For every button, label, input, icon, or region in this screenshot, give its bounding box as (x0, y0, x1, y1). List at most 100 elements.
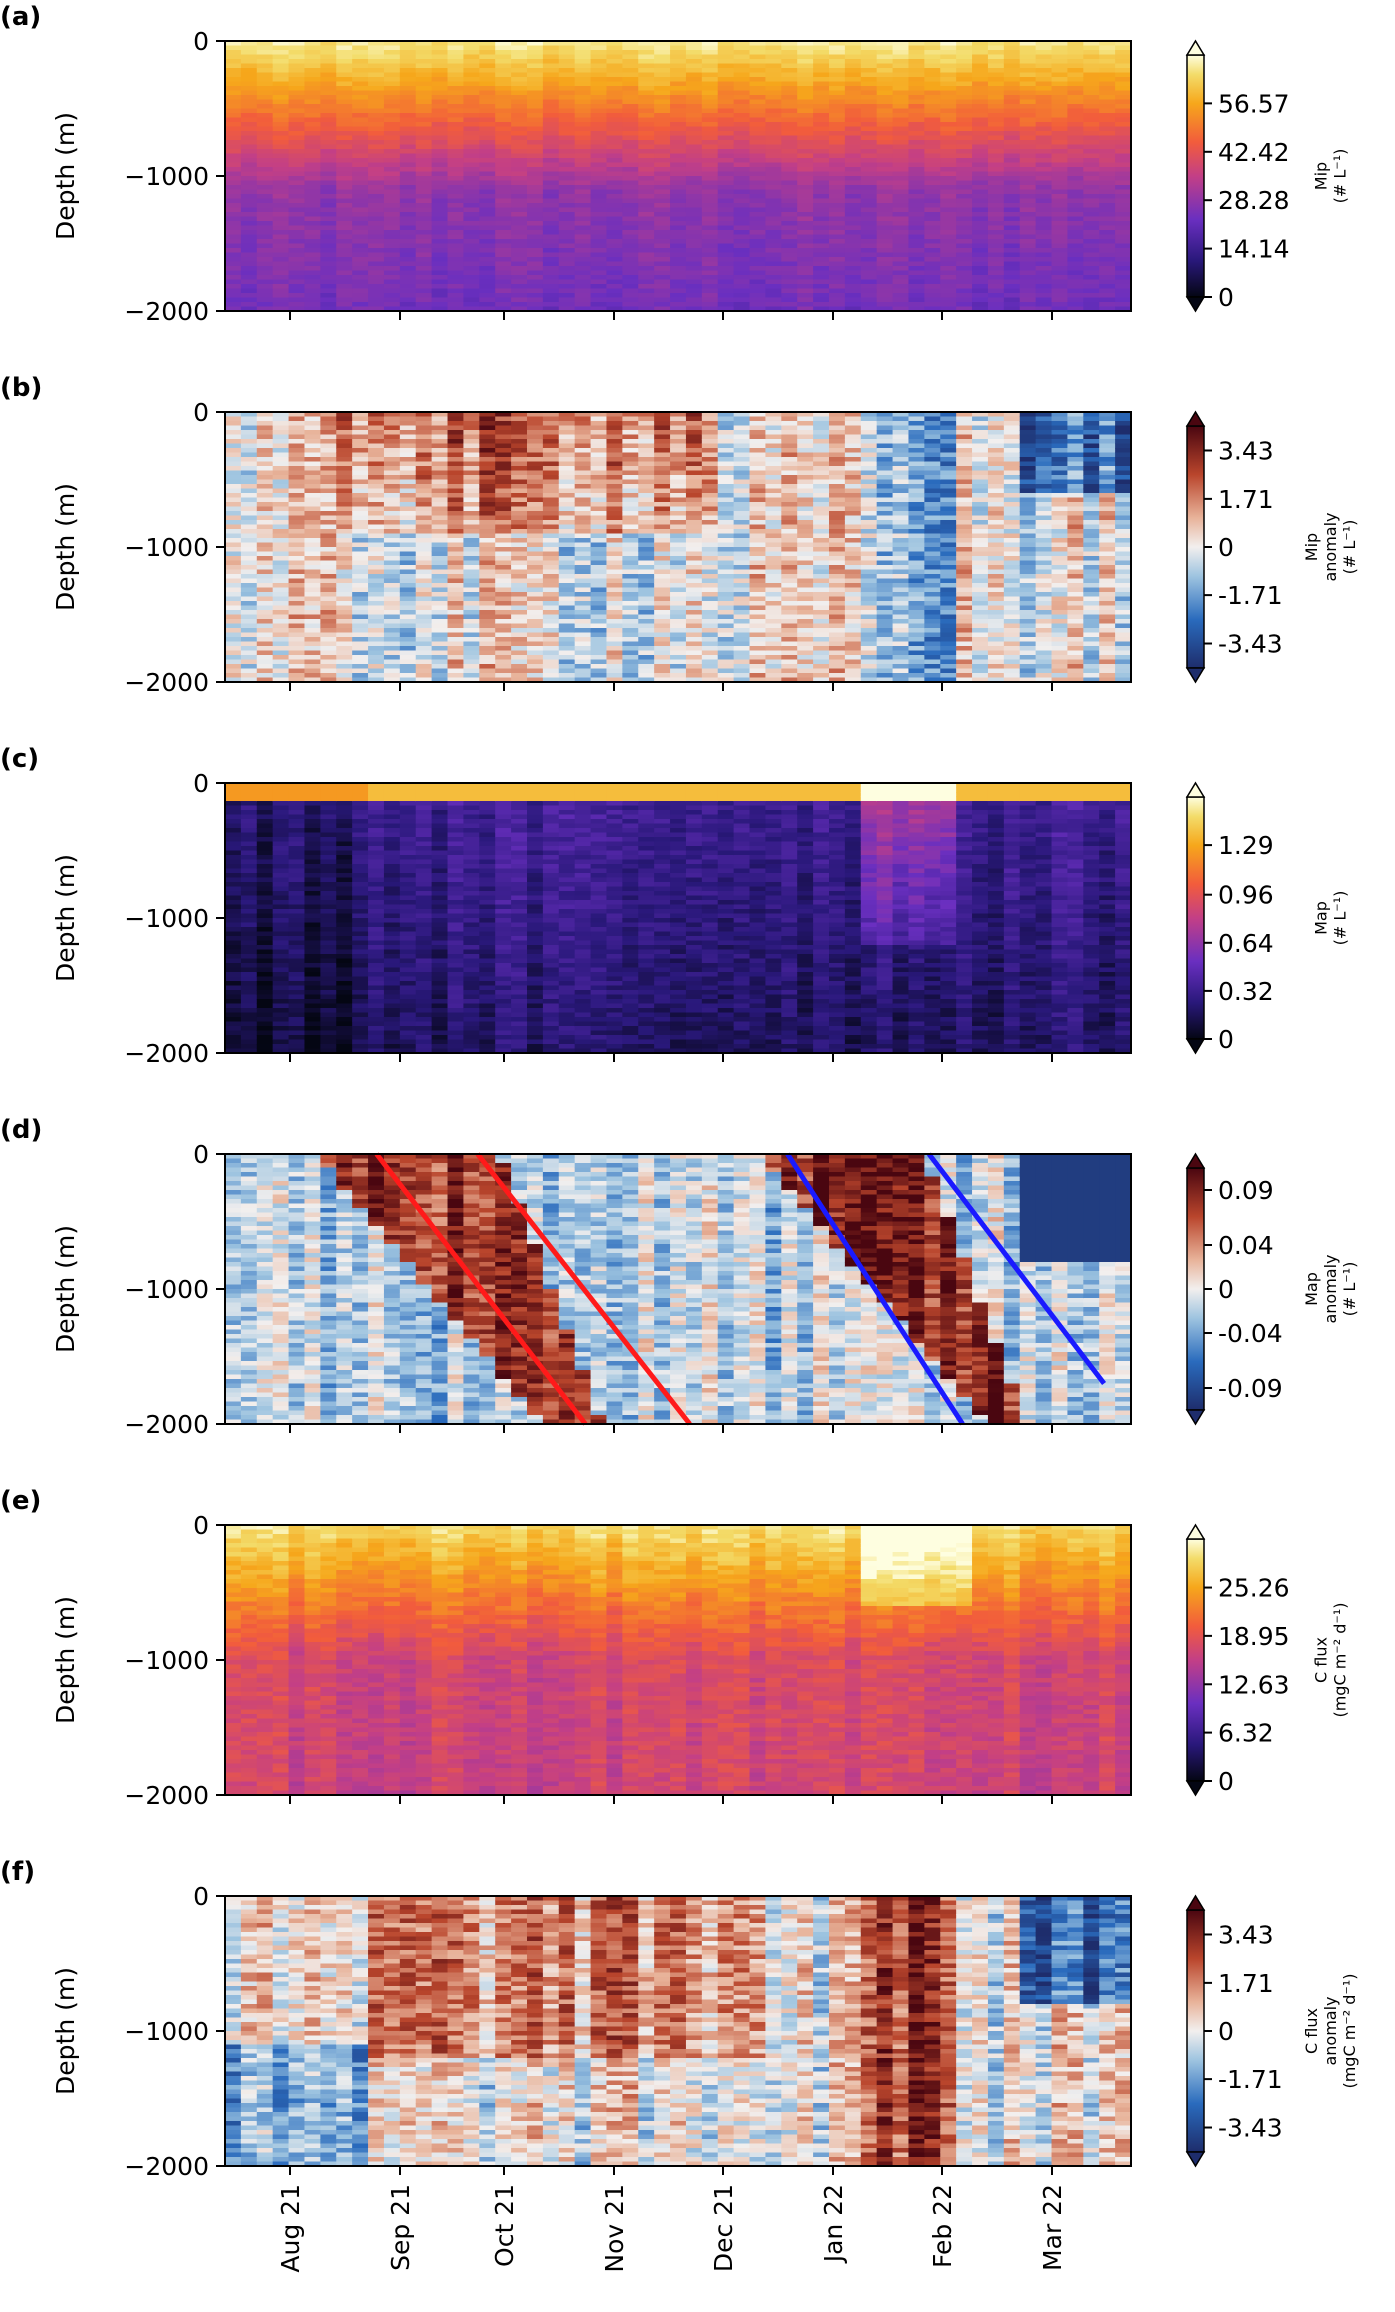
heatmap-cell (574, 153, 592, 159)
heatmap-cell (511, 506, 528, 512)
heatmap-cell (447, 212, 465, 218)
heatmap-cell (447, 149, 465, 155)
heatmap-cell (606, 185, 623, 191)
heatmap-cell (240, 212, 258, 218)
heatmap-cell (463, 122, 480, 128)
heatmap-cell (447, 601, 465, 607)
heatmap-cell (415, 95, 433, 101)
heatmap-cell (527, 180, 544, 186)
heatmap-cell (558, 284, 576, 290)
heatmap-cell (368, 266, 385, 272)
heatmap-cell (765, 72, 782, 78)
heatmap-cell (415, 108, 433, 114)
heatmap-cell (336, 542, 353, 548)
heatmap-cell (1019, 144, 1037, 150)
heatmap-cell (368, 108, 385, 114)
heatmap-cell (415, 198, 433, 204)
heatmap-cell (844, 185, 862, 191)
heatmap-cell (288, 605, 306, 611)
heatmap-cell (622, 257, 639, 263)
heatmap-cell (606, 412, 623, 418)
heatmap-cell (256, 515, 274, 521)
heatmap-cell (829, 189, 846, 195)
heatmap-cell (383, 614, 401, 620)
heatmap-cell (940, 252, 957, 258)
heatmap-cell (781, 221, 798, 227)
heatmap-cell (844, 266, 862, 272)
heatmap-cell (654, 108, 671, 114)
heatmap-cell (399, 574, 417, 580)
heatmap-cell (987, 302, 1005, 308)
heatmap-cell (701, 104, 719, 110)
heatmap-cell (876, 81, 894, 87)
heatmap-cell (463, 668, 480, 674)
heatmap-cell (908, 252, 925, 258)
heatmap-cell (1115, 293, 1132, 299)
heatmap-cell (511, 185, 528, 191)
heatmap-cell (542, 189, 560, 195)
heatmap-cell (940, 63, 957, 69)
heatmap-cell (304, 99, 321, 105)
heatmap-cell (701, 248, 719, 254)
heatmap-cell (304, 239, 321, 245)
heatmap-cell (606, 45, 623, 51)
heatmap-cell (352, 677, 369, 683)
heatmap-cell (415, 234, 433, 240)
heatmap-cell (479, 54, 496, 60)
heatmap-cell (542, 592, 560, 598)
heatmap-cell (383, 149, 401, 155)
heatmap-cell (829, 221, 846, 227)
heatmap-cell (415, 45, 433, 51)
heatmap-cell (1019, 234, 1037, 240)
heatmap-cell (670, 59, 687, 65)
heatmap-cell (272, 297, 290, 303)
heatmap-cell (447, 574, 465, 580)
heatmap-cell (336, 668, 353, 674)
heatmap-cell (622, 421, 639, 427)
heatmap-cell (1035, 243, 1053, 249)
heatmap-cell (1035, 306, 1053, 312)
heatmap-cell (987, 108, 1005, 114)
heatmap-cell (972, 225, 989, 231)
heatmap-cell (733, 140, 751, 146)
heatmap-cell (415, 542, 433, 548)
heatmap-cell (256, 45, 274, 51)
heatmap-cell (225, 63, 242, 69)
heatmap-cell (717, 68, 735, 74)
heatmap-cell (288, 412, 306, 418)
heatmap-cell (383, 619, 401, 625)
heatmap-cell (479, 189, 496, 195)
heatmap-cell (972, 158, 989, 164)
heatmap-cell (495, 547, 512, 553)
heatmap-cell (1051, 162, 1069, 168)
heatmap-cell (813, 126, 830, 132)
heatmap-cell (1099, 59, 1116, 65)
heatmap-cell (606, 212, 623, 218)
heatmap-cell (225, 234, 242, 240)
heatmap-cell (527, 569, 544, 575)
heatmap-cell (590, 153, 608, 159)
heatmap-cell (527, 86, 544, 92)
heatmap-cell (463, 45, 480, 51)
heatmap-cell (399, 664, 417, 670)
heatmap-cell (638, 81, 655, 87)
heatmap-cell (860, 257, 878, 263)
heatmap-cell (288, 587, 306, 593)
heatmap-cell (368, 677, 385, 683)
heatmap-cell (431, 443, 449, 449)
heatmap-cell (590, 641, 608, 647)
heatmap-cell (272, 412, 290, 418)
heatmap-cell (399, 234, 417, 240)
heatmap-cell (892, 153, 910, 159)
heatmap-cell (272, 135, 290, 141)
heatmap-cell (272, 257, 290, 263)
heatmap-cell (527, 108, 544, 114)
heatmap-cell (876, 252, 894, 258)
heatmap-cell (272, 655, 290, 661)
heatmap-cell (495, 113, 512, 119)
heatmap-cell (956, 230, 973, 236)
heatmap-cell (511, 578, 528, 584)
heatmap-cell (240, 239, 258, 245)
heatmap-cell (622, 574, 639, 580)
heatmap-cell (987, 72, 1005, 78)
